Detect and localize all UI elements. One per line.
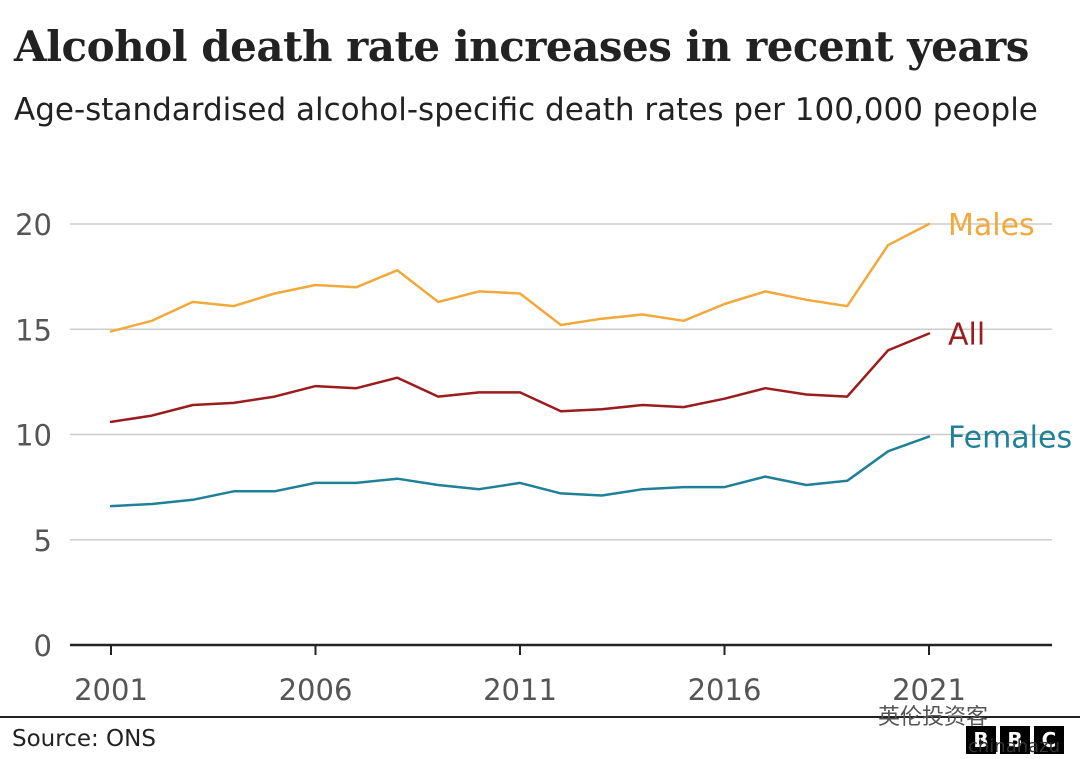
watermark: 英伦投资客 — [878, 705, 989, 730]
x-tick-label: 2021 — [892, 673, 966, 707]
series-line-females — [109, 435, 931, 508]
overlay-watermark-text: chinahazu — [968, 736, 1061, 757]
logo-letter: B — [1000, 726, 1030, 754]
y-tick-label: 5 — [34, 524, 52, 558]
x-tick-label: 2006 — [279, 673, 353, 707]
chart-subtitle: Age-standardised alcohol-specific death … — [14, 92, 1038, 128]
x-tick-label: 2016 — [688, 673, 762, 707]
series-label-all: All — [948, 317, 985, 352]
source-label: Source: ONS — [12, 726, 156, 752]
y-tick-label: 15 — [15, 313, 52, 347]
chart-title: Alcohol death rate increases in recent y… — [14, 22, 1029, 71]
x-tick-label: 2011 — [483, 673, 557, 707]
bbc-logo: B B C — [966, 726, 1064, 754]
logo-letter: C — [1034, 726, 1064, 754]
footer-divider — [0, 716, 1080, 718]
x-tick-label: 2001 — [74, 673, 148, 707]
series-line-males — [109, 222, 931, 333]
y-tick-label: 10 — [15, 419, 52, 453]
y-tick-label: 0 — [34, 629, 52, 663]
series-line-all — [109, 332, 931, 424]
y-tick-label: 20 — [15, 208, 52, 242]
series-label-males: Males — [948, 208, 1035, 243]
series-label-females: Females — [948, 421, 1072, 456]
logo-letter: B — [966, 726, 996, 754]
